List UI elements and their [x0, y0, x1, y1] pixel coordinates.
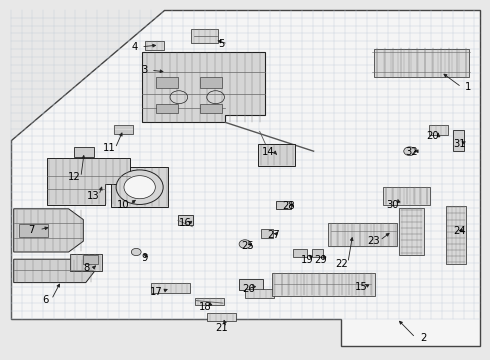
Bar: [178, 215, 193, 225]
Text: 6: 6: [42, 294, 49, 305]
Circle shape: [404, 147, 416, 156]
Text: 10: 10: [117, 200, 130, 210]
Bar: [200, 77, 221, 88]
Bar: [111, 167, 168, 207]
Bar: [259, 144, 295, 166]
Text: 17: 17: [149, 287, 162, 297]
Bar: [328, 223, 397, 247]
Text: 32: 32: [405, 147, 418, 157]
Polygon shape: [14, 209, 83, 252]
Text: 22: 22: [336, 258, 348, 269]
Bar: [83, 255, 98, 264]
Bar: [245, 289, 274, 298]
Circle shape: [239, 240, 251, 248]
Text: 4: 4: [132, 42, 138, 52]
Text: 15: 15: [355, 282, 368, 292]
Bar: [195, 298, 224, 305]
Bar: [156, 104, 177, 112]
Text: 18: 18: [198, 302, 211, 312]
Bar: [446, 206, 466, 264]
Circle shape: [116, 170, 163, 204]
Bar: [191, 29, 218, 43]
Text: 2: 2: [420, 333, 427, 343]
Text: 25: 25: [241, 240, 254, 251]
Bar: [261, 229, 273, 238]
Text: 19: 19: [301, 255, 314, 265]
Text: 1: 1: [465, 82, 472, 92]
Text: 13: 13: [87, 191, 99, 201]
Bar: [399, 208, 424, 255]
Bar: [200, 104, 221, 112]
Text: 5: 5: [218, 39, 225, 49]
Bar: [383, 187, 430, 205]
Bar: [114, 125, 133, 134]
Bar: [19, 224, 48, 237]
Text: 3: 3: [142, 65, 147, 75]
Text: 28: 28: [282, 201, 294, 211]
Circle shape: [124, 176, 155, 199]
Text: 8: 8: [83, 263, 89, 273]
Bar: [276, 201, 291, 209]
Bar: [239, 279, 263, 290]
Text: 7: 7: [28, 225, 35, 235]
Bar: [293, 249, 307, 257]
Bar: [74, 147, 94, 157]
Text: 14: 14: [262, 147, 275, 157]
Text: 31: 31: [453, 139, 466, 149]
Polygon shape: [14, 259, 96, 283]
Bar: [70, 254, 102, 271]
Text: 23: 23: [367, 236, 380, 246]
Bar: [145, 41, 164, 50]
Circle shape: [131, 248, 141, 256]
Bar: [207, 313, 236, 321]
Polygon shape: [11, 10, 480, 346]
Text: 29: 29: [315, 255, 327, 265]
Polygon shape: [142, 52, 265, 122]
Polygon shape: [47, 158, 130, 205]
Text: 26: 26: [243, 284, 255, 294]
Text: 16: 16: [179, 218, 192, 228]
Text: 9: 9: [142, 253, 148, 264]
Bar: [453, 130, 464, 151]
Text: 27: 27: [267, 230, 280, 240]
Bar: [156, 77, 177, 88]
Text: 20: 20: [426, 131, 439, 141]
Text: 30: 30: [387, 200, 399, 210]
Text: 12: 12: [68, 172, 81, 182]
Bar: [312, 249, 323, 257]
Text: 21: 21: [215, 323, 228, 333]
Bar: [151, 283, 190, 293]
Bar: [373, 49, 469, 77]
Bar: [429, 125, 448, 135]
Text: 11: 11: [102, 143, 115, 153]
Bar: [272, 273, 375, 296]
Text: 24: 24: [453, 226, 466, 236]
